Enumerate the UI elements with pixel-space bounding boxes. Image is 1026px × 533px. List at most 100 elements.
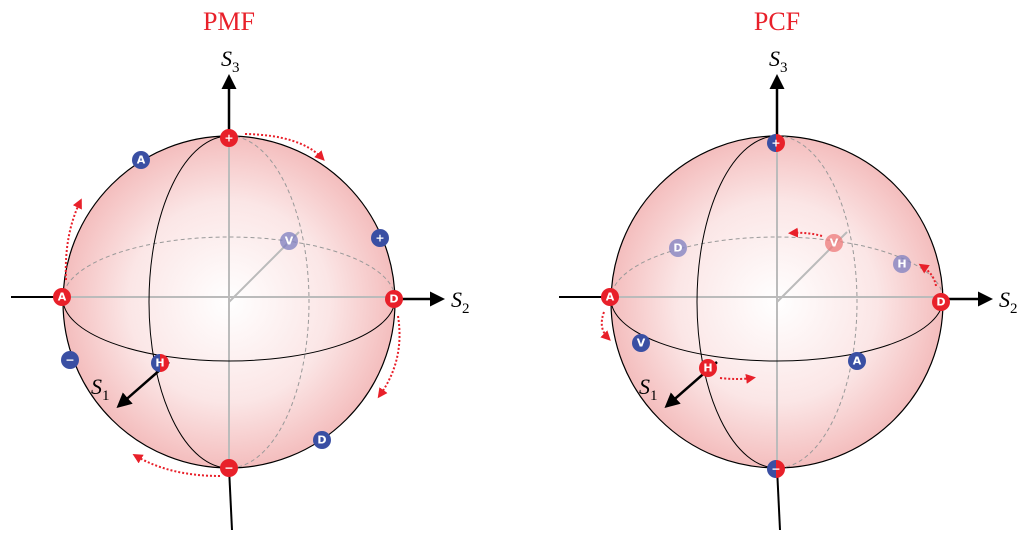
point-marker bbox=[601, 288, 619, 306]
axis-subscript: 2 bbox=[462, 301, 470, 317]
point-label: + bbox=[224, 132, 233, 145]
rotation-arrow bbox=[64, 198, 82, 281]
state-point: D bbox=[669, 239, 687, 257]
axis-subscript: 1 bbox=[102, 388, 110, 404]
equator-front bbox=[610, 298, 944, 362]
state-point: H bbox=[151, 354, 169, 372]
point-marker bbox=[371, 229, 389, 247]
point-marker bbox=[53, 288, 71, 306]
rotation-arrow bbox=[918, 263, 937, 287]
point-label: D bbox=[389, 293, 398, 306]
point-label: V bbox=[637, 337, 646, 350]
point-label: − bbox=[771, 463, 780, 476]
state-point: + bbox=[767, 134, 785, 152]
point-label: H bbox=[897, 258, 906, 271]
state-point: + bbox=[220, 129, 238, 147]
axis-subscript: 3 bbox=[232, 60, 240, 76]
state-point: D bbox=[932, 293, 950, 311]
rotation-arrow bbox=[719, 373, 756, 384]
axis-symbol: S bbox=[451, 287, 462, 312]
axis-subscript: 2 bbox=[1010, 301, 1018, 317]
rotation-arrow bbox=[244, 133, 325, 161]
point-label: V bbox=[830, 237, 839, 250]
point-half bbox=[776, 460, 785, 478]
point-marker bbox=[132, 151, 150, 169]
rotation-arrow bbox=[600, 311, 611, 341]
state-point: A bbox=[601, 288, 619, 306]
point-label: A bbox=[853, 355, 862, 368]
meridian-back bbox=[228, 135, 310, 469]
title: PCF bbox=[754, 7, 800, 36]
point-label: A bbox=[137, 154, 146, 167]
point-marker bbox=[385, 290, 403, 308]
axis-symbol: S bbox=[999, 287, 1010, 312]
state-point: + bbox=[371, 229, 389, 247]
meridian-front bbox=[696, 135, 778, 469]
point-label: + bbox=[375, 232, 384, 245]
state-point: − bbox=[220, 459, 238, 477]
state-point: − bbox=[61, 351, 79, 369]
state-point: A bbox=[53, 288, 71, 306]
axis-line bbox=[228, 467, 233, 531]
point-half bbox=[776, 134, 785, 152]
point-label: D bbox=[936, 296, 945, 309]
point-marker bbox=[893, 255, 911, 273]
state-point: V bbox=[825, 234, 843, 252]
state-point: − bbox=[767, 460, 785, 478]
point-label: D bbox=[317, 434, 326, 447]
point-marker bbox=[932, 293, 950, 311]
point-label: − bbox=[65, 354, 74, 367]
state-point: D bbox=[385, 290, 403, 308]
axis-label: S2 bbox=[451, 287, 470, 317]
point-marker bbox=[280, 232, 298, 250]
point-marker bbox=[313, 431, 331, 449]
meridian-front bbox=[148, 135, 230, 469]
state-point: H bbox=[893, 255, 911, 273]
axis-subscript: 1 bbox=[650, 388, 658, 404]
point-half bbox=[160, 354, 169, 372]
point-marker bbox=[669, 239, 687, 257]
point-label: D bbox=[673, 242, 682, 255]
state-point: V bbox=[632, 334, 650, 352]
title: PMF bbox=[203, 7, 255, 36]
axis-label: S3 bbox=[769, 46, 788, 76]
point-marker bbox=[220, 459, 238, 477]
point-marker bbox=[61, 351, 79, 369]
point-label: A bbox=[58, 291, 67, 304]
equator-back bbox=[610, 236, 944, 300]
point-label: − bbox=[224, 462, 233, 475]
equator-back bbox=[62, 236, 396, 300]
point-marker bbox=[848, 352, 866, 370]
axis-subscript: 3 bbox=[780, 60, 788, 76]
equator-front bbox=[62, 298, 396, 362]
point-label: H bbox=[155, 357, 164, 370]
axis-symbol: S bbox=[91, 374, 102, 399]
axis-label: S1 bbox=[91, 374, 110, 404]
rotation-arrow bbox=[132, 453, 221, 477]
point-marker bbox=[699, 359, 717, 377]
meridian-back bbox=[776, 135, 858, 469]
state-point: A bbox=[132, 151, 150, 169]
point-half bbox=[151, 354, 160, 372]
axis-label: S2 bbox=[999, 287, 1018, 317]
axis-symbol: S bbox=[769, 46, 780, 71]
state-point: V bbox=[280, 232, 298, 250]
point-label: A bbox=[606, 291, 615, 304]
rotation-arrow bbox=[377, 315, 401, 399]
axis-symbol: S bbox=[221, 46, 232, 71]
point-marker bbox=[825, 234, 843, 252]
state-point: D bbox=[313, 431, 331, 449]
point-half bbox=[767, 134, 776, 152]
axis-label: S3 bbox=[221, 46, 240, 76]
point-marker bbox=[632, 334, 650, 352]
state-point: H bbox=[699, 359, 717, 377]
point-label: H bbox=[703, 362, 712, 375]
point-label: + bbox=[771, 137, 780, 150]
state-point: A bbox=[848, 352, 866, 370]
axis-symbol: S bbox=[639, 374, 650, 399]
axis-label: S1 bbox=[639, 374, 658, 404]
axis-line bbox=[776, 467, 781, 531]
